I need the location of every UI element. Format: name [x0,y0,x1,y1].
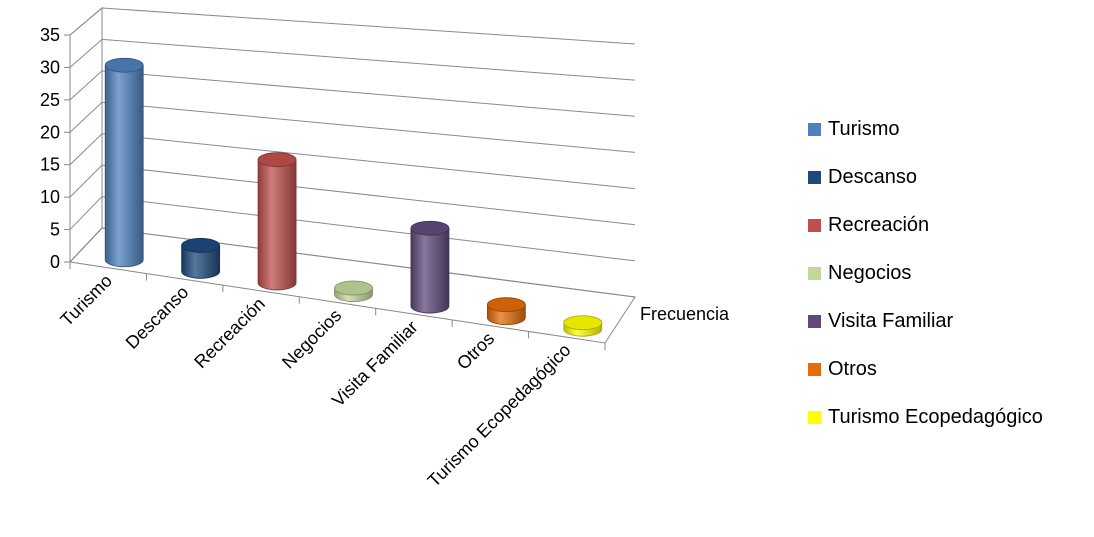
gridline [101,164,636,226]
legend-swatch [808,315,821,328]
bar-turismo [104,57,144,268]
y-tick-label: 20 [40,122,60,142]
bar-turismo-ecopedagógico [563,315,603,337]
legend-item: Turismo [808,118,899,140]
gridline-side [69,70,103,101]
legend-label: Otros [828,358,877,380]
bar-descanso [181,238,221,279]
gridlines [69,7,636,298]
gridline [101,133,636,190]
legend-swatch [808,171,821,184]
gridline [101,7,636,45]
gridline [101,70,636,117]
x-tick-label: Turismo [56,270,116,330]
legend-label: Visita Familiar [828,310,954,332]
legend-item: Negocios [808,262,911,284]
y-tick-label: 30 [40,57,60,77]
y-tick-label: 5 [50,220,60,240]
gridline-side [69,164,103,198]
x-tick-label: Otros [453,328,498,373]
legend-label: Recreación [828,214,929,236]
legend-label: Turismo [828,118,899,140]
gridline-side [69,7,103,36]
legend-item: Recreación [808,214,929,236]
y-axis: 0 5 10 15 20 25 30 35 [40,25,70,272]
legend-label: Negocios [828,262,911,284]
bars [104,57,603,337]
gridline-side [69,101,103,133]
y-tick-label: 25 [40,90,60,110]
gridline-side [69,133,103,166]
legend: Turismo Descanso Recreación Negocios Visita … [808,118,1043,428]
gridline [101,196,636,262]
legend-swatch [808,219,821,232]
x-tick-label: Visita Familiar [328,317,422,411]
legend-swatch [808,411,821,424]
x-tick-label: Descanso [122,282,193,353]
legend-item: Otros [808,358,877,380]
x-tick-label: Recreación [190,294,269,373]
legend-item: Visita Familiar [808,310,954,332]
x-tick-label: Turismo Ecopedagógico [424,340,575,491]
legend-swatch [808,123,821,136]
y-tick-label: 35 [40,25,60,45]
bar-visita-familiar [410,220,450,314]
gridline-side [69,196,103,230]
legend-swatch [808,363,821,376]
legend-label: Descanso [828,166,917,188]
y-tick-label: 15 [40,155,60,175]
gridline [101,101,636,153]
legend-item: Turismo Ecopedagógico [808,406,1043,428]
gridline-side [69,39,103,68]
bar-negocios [334,280,373,302]
gridline-side [69,227,103,263]
depth-axis-label: Frecuencia [640,304,730,324]
x-tick-label: Negocios [278,305,345,372]
y-tick-label: 10 [40,187,60,207]
bar-recreación [257,152,297,291]
left-wall [69,6,103,264]
bar-otros [486,297,526,326]
legend-label: Turismo Ecopedagógico [828,406,1043,428]
y-tick-label: 0 [50,252,60,272]
legend-item: Descanso [808,166,917,188]
gridline [101,38,636,81]
legend-swatch [808,267,821,280]
